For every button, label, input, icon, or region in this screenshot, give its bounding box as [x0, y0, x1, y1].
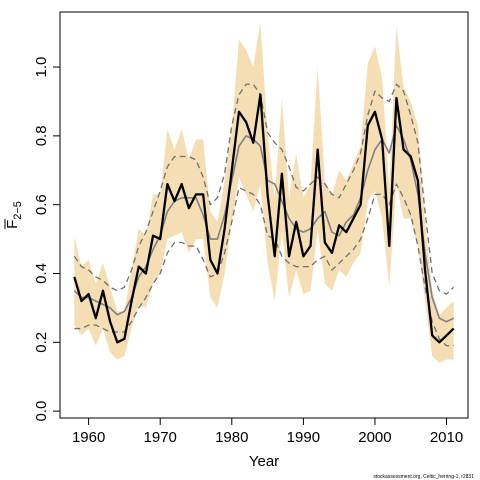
x-tick-label: 1980 — [215, 429, 248, 446]
axes: 1960 1970 1980 1990 2000 2010 0.0 0.2 0.4 0.6 0.8 1… — [33, 57, 463, 446]
y-axis-title-main: F — [4, 220, 21, 229]
x-axis-title: Year — [249, 453, 279, 470]
x-tick-label: 1960 — [72, 429, 105, 446]
confidence-band — [74, 22, 454, 363]
y-tick-label: 0.2 — [33, 332, 50, 353]
y-tick-label: 1.0 — [33, 57, 50, 78]
x-tick-label: 2000 — [358, 429, 391, 446]
plot-frame — [59, 11, 469, 419]
y-axis-title: F2−5 — [4, 201, 24, 229]
y-axis-title-sub: 2−5 — [12, 201, 24, 220]
y-tick-label: 0.6 — [33, 194, 50, 215]
footnote: stockassessment.org, Celtic_herring-1, r… — [373, 474, 474, 480]
y-tick-label: 0.4 — [33, 263, 50, 284]
main-estimate-line — [73, 93, 455, 344]
x-tick-label: 1990 — [287, 429, 320, 446]
y-tick-label: 0.8 — [33, 125, 50, 146]
y-tick-label: 0.0 — [33, 401, 50, 422]
x-tick-label: 1970 — [144, 429, 177, 446]
x-tick-label: 2010 — [430, 429, 463, 446]
secondary-upper-dashed-line — [73, 83, 455, 295]
plot-area — [73, 22, 455, 363]
svg-text:F2−5: F2−5 — [4, 201, 24, 229]
secondary-estimate-line — [73, 124, 455, 323]
